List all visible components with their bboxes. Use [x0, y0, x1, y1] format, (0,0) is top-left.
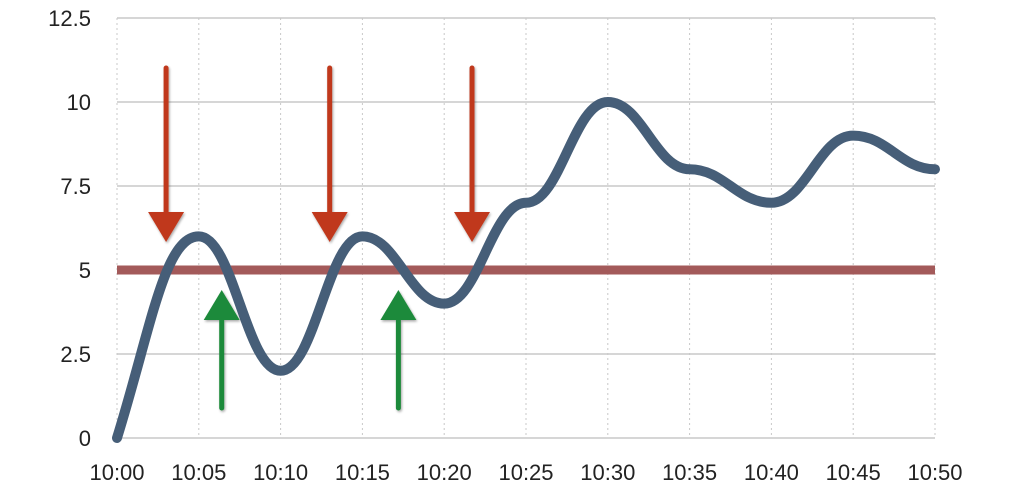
y-axis-ticks: 0 2.5 5 7.5 10 12.5 [48, 6, 91, 451]
y-tick-label: 2.5 [60, 342, 91, 367]
series-line [112, 97, 940, 443]
x-tick-label: 10:10 [253, 460, 308, 485]
y-tick-label: 10 [67, 90, 91, 115]
x-tick-label: 10:40 [744, 460, 799, 485]
x-axis-ticks: 10:00 10:05 10:10 10:15 10:20 10:25 10:30 10:35… [89, 460, 962, 485]
x-tick-label: 10:20 [417, 460, 472, 485]
down-arrow-annotation [454, 65, 491, 242]
down-arrow-annotation [311, 65, 348, 242]
x-tick-label: 10:30 [580, 460, 635, 485]
x-tick-label: 10:05 [171, 460, 226, 485]
grid [116, 17, 936, 439]
y-tick-label: 7.5 [60, 174, 91, 199]
x-tick-label: 10:50 [907, 460, 962, 485]
up-arrow-annotation [203, 290, 240, 411]
x-tick-label: 10:25 [498, 460, 553, 485]
series-group [112, 97, 940, 443]
x-tick-label: 10:15 [335, 460, 390, 485]
y-tick-label: 5 [79, 258, 91, 283]
x-tick-label: 10:00 [89, 460, 144, 485]
y-tick-label: 0 [79, 426, 91, 451]
x-tick-label: 10:45 [826, 460, 881, 485]
up-arrow-annotation [380, 290, 417, 411]
x-tick-label: 10:35 [662, 460, 717, 485]
down-arrow-annotation [148, 65, 185, 242]
annotation-arrows [148, 65, 491, 411]
y-tick-label: 12.5 [48, 6, 91, 31]
